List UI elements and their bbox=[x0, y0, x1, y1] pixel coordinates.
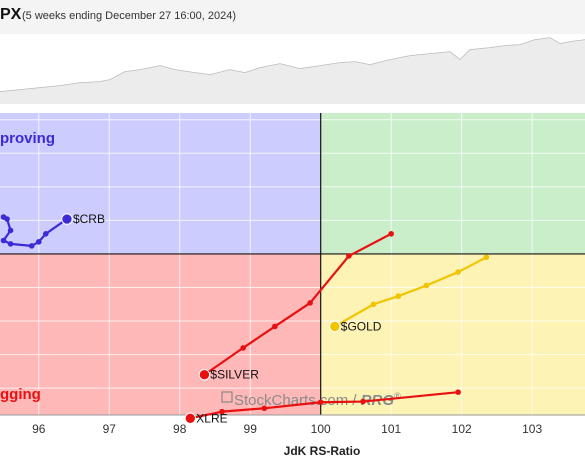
series-point bbox=[455, 389, 461, 395]
x-tick-label: 101 bbox=[381, 422, 401, 436]
series-point bbox=[423, 282, 430, 289]
x-tick-label: 98 bbox=[173, 422, 187, 436]
series-point bbox=[346, 253, 352, 259]
series-point bbox=[35, 239, 42, 245]
series-label: $SILVER bbox=[210, 368, 259, 382]
series-point bbox=[7, 241, 14, 247]
series-label: $CRB bbox=[73, 212, 105, 226]
series-label: $GOLD bbox=[341, 319, 382, 333]
x-tick-label: 100 bbox=[311, 422, 331, 436]
series-point bbox=[0, 237, 7, 244]
quadrant-leading bbox=[320, 113, 585, 254]
series-point bbox=[395, 293, 402, 300]
x-tick-label: 96 bbox=[32, 422, 46, 436]
rrg-series: $CRB $SILVER $GOLD XLRE bbox=[0, 212, 490, 425]
series-head-point bbox=[198, 369, 211, 381]
x-tick-label: 103 bbox=[522, 422, 542, 436]
series-point bbox=[483, 254, 490, 261]
watermark-logo-icon bbox=[221, 391, 233, 403]
series-point bbox=[219, 408, 225, 415]
gridlines bbox=[0, 113, 585, 415]
x-tick-label: 97 bbox=[103, 422, 117, 436]
series-point bbox=[360, 398, 366, 405]
center-axes bbox=[0, 113, 585, 416]
series-point bbox=[370, 301, 377, 308]
series-head-point bbox=[61, 213, 73, 225]
chart-symbol: PX bbox=[0, 6, 22, 23]
watermark-sep: / bbox=[348, 392, 361, 409]
series-tail-line bbox=[203, 232, 392, 376]
series-point bbox=[388, 231, 394, 237]
series-point bbox=[272, 323, 278, 330]
x-tick-labels: 96 97 98 99 100 101 102 103 bbox=[32, 422, 542, 436]
series-point bbox=[317, 399, 324, 406]
x-axis-label: JdK RS-Ratio bbox=[284, 444, 361, 458]
series-point bbox=[455, 269, 461, 275]
series-point bbox=[307, 300, 313, 306]
quadrant-label-lagging: gging bbox=[0, 386, 41, 403]
series-head-point bbox=[184, 412, 197, 425]
watermark-reg: ® bbox=[394, 391, 401, 401]
series-head-point bbox=[329, 320, 341, 333]
series-point bbox=[28, 243, 35, 249]
series-point bbox=[7, 227, 14, 234]
chart-header: PX (5 weeks ending December 27 16:00, 20… bbox=[0, 0, 585, 34]
quadrant-weakening bbox=[320, 253, 585, 415]
quadrant-lagging bbox=[0, 253, 321, 415]
quadrant-backgrounds bbox=[0, 113, 585, 415]
series-point bbox=[43, 231, 49, 237]
series-point bbox=[261, 405, 268, 412]
x-tick-label: 99 bbox=[244, 422, 258, 436]
series-tail-line bbox=[190, 391, 459, 420]
sparkline-fill bbox=[0, 38, 585, 104]
quadrant-label-improving: proving bbox=[0, 130, 55, 147]
series-point bbox=[240, 345, 246, 351]
series-label: XLRE bbox=[196, 411, 227, 425]
series-tail-line bbox=[334, 256, 487, 328]
series-point bbox=[4, 216, 10, 222]
chart-subtitle: (5 weeks ending December 27 16:00, 2024) bbox=[22, 10, 237, 22]
x-tick-label: 102 bbox=[452, 422, 472, 436]
quadrant-improving bbox=[0, 113, 321, 254]
